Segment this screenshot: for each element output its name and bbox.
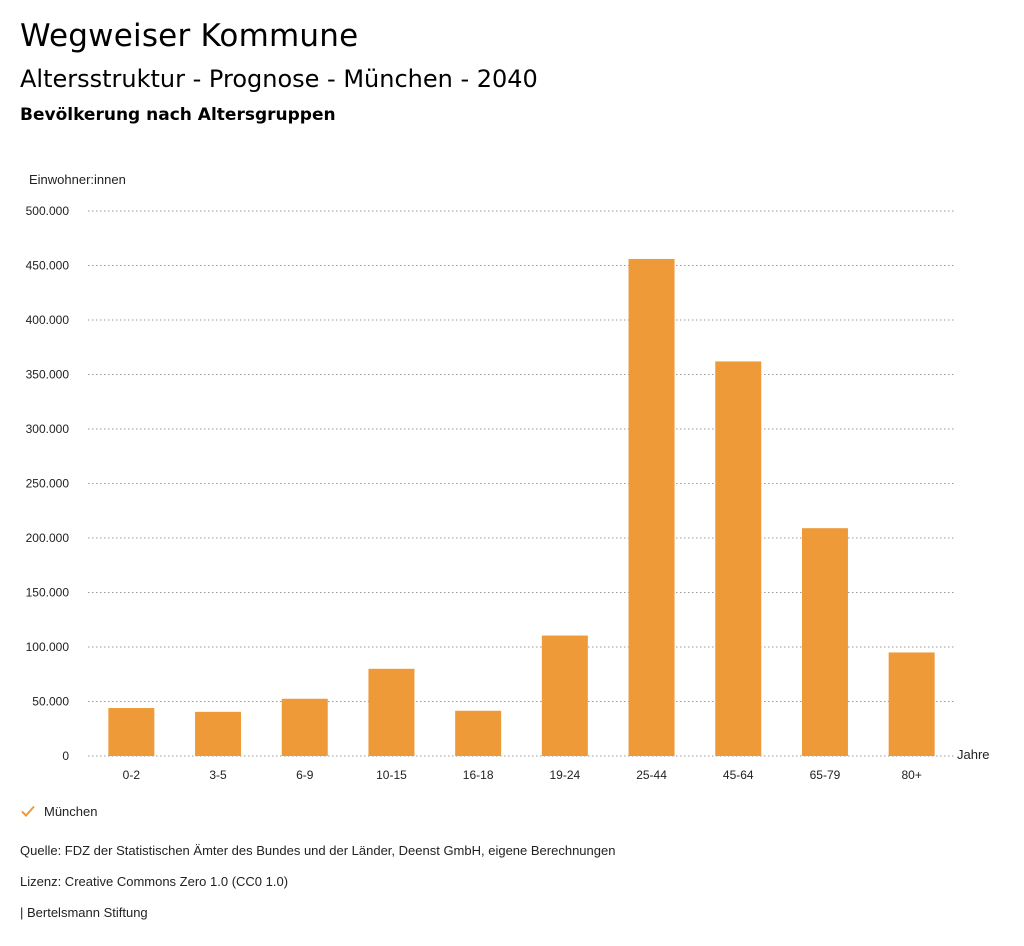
x-ticks: 0-2 3-5 6-9 10-15 16-18 19-24 25-44 45-64 65-79 8… xyxy=(123,768,922,782)
chart-subtitle: Altersstruktur - Prognose - München - 20… xyxy=(20,65,538,93)
bar-0-2[interactable] xyxy=(108,708,155,756)
bar-65-79[interactable] xyxy=(801,528,848,756)
x-tick-label: 65-79 xyxy=(810,768,841,782)
x-tick-label: 10-15 xyxy=(376,768,407,782)
bar-10-15[interactable] xyxy=(368,668,415,756)
x-tick-label: 0-2 xyxy=(123,768,141,782)
bar-3-5[interactable] xyxy=(195,711,242,756)
x-tick-label: 6-9 xyxy=(296,768,314,782)
publisher-note: | Bertelsmann Stiftung xyxy=(20,905,148,920)
x-tick-label: 16-18 xyxy=(463,768,494,782)
bar-chart: Einwohner:innen Jahre 0 50.000 100.000 150.… xyxy=(26,172,990,782)
section-heading: Bevölkerung nach Altersgruppen xyxy=(20,105,336,125)
y-tick-label: 100.000 xyxy=(26,640,70,654)
x-tick-label: 80+ xyxy=(901,768,921,782)
y-tick-label: 350.000 xyxy=(26,368,70,382)
y-tick-label: 500.000 xyxy=(26,204,70,218)
y-tick-label: 400.000 xyxy=(26,313,70,327)
y-tick-label: 50.000 xyxy=(32,695,69,709)
x-tick-label: 19-24 xyxy=(549,768,580,782)
y-ticks: 0 50.000 100.000 150.000 200.000 250.000 300.0… xyxy=(26,204,70,763)
bar-6-9[interactable] xyxy=(281,698,328,756)
y-tick-label: 150.000 xyxy=(26,586,70,600)
x-tick-label: 3-5 xyxy=(209,768,227,782)
y-tick-label: 300.000 xyxy=(26,422,70,436)
y-axis-label: Einwohner:innen xyxy=(29,172,126,187)
bar-45-64[interactable] xyxy=(715,361,762,756)
source-note: Quelle: FDZ der Statistischen Ämter des … xyxy=(20,843,616,858)
checkmark-icon xyxy=(21,805,35,817)
license-note: Lizenz: Creative Commons Zero 1.0 (CC0 1… xyxy=(20,874,289,889)
x-tick-label: 45-64 xyxy=(723,768,754,782)
x-axis-label: Jahre xyxy=(957,747,990,762)
legend-label: München xyxy=(44,803,98,819)
y-tick-label: 450.000 xyxy=(26,259,70,273)
bar-25-44[interactable] xyxy=(628,258,675,756)
y-tick-label: 0 xyxy=(62,749,69,763)
legend[interactable]: München xyxy=(20,803,97,819)
x-tick-label: 25-44 xyxy=(636,768,667,782)
y-tick-label: 200.000 xyxy=(26,531,70,545)
y-tick-label: 250.000 xyxy=(26,477,70,491)
bar-16-18[interactable] xyxy=(455,710,502,756)
bar-80+[interactable] xyxy=(888,652,935,756)
grid-lines xyxy=(88,210,955,757)
page-title: Wegweiser Kommune xyxy=(20,18,359,54)
bars xyxy=(108,258,935,756)
bar-19-24[interactable] xyxy=(541,635,588,756)
